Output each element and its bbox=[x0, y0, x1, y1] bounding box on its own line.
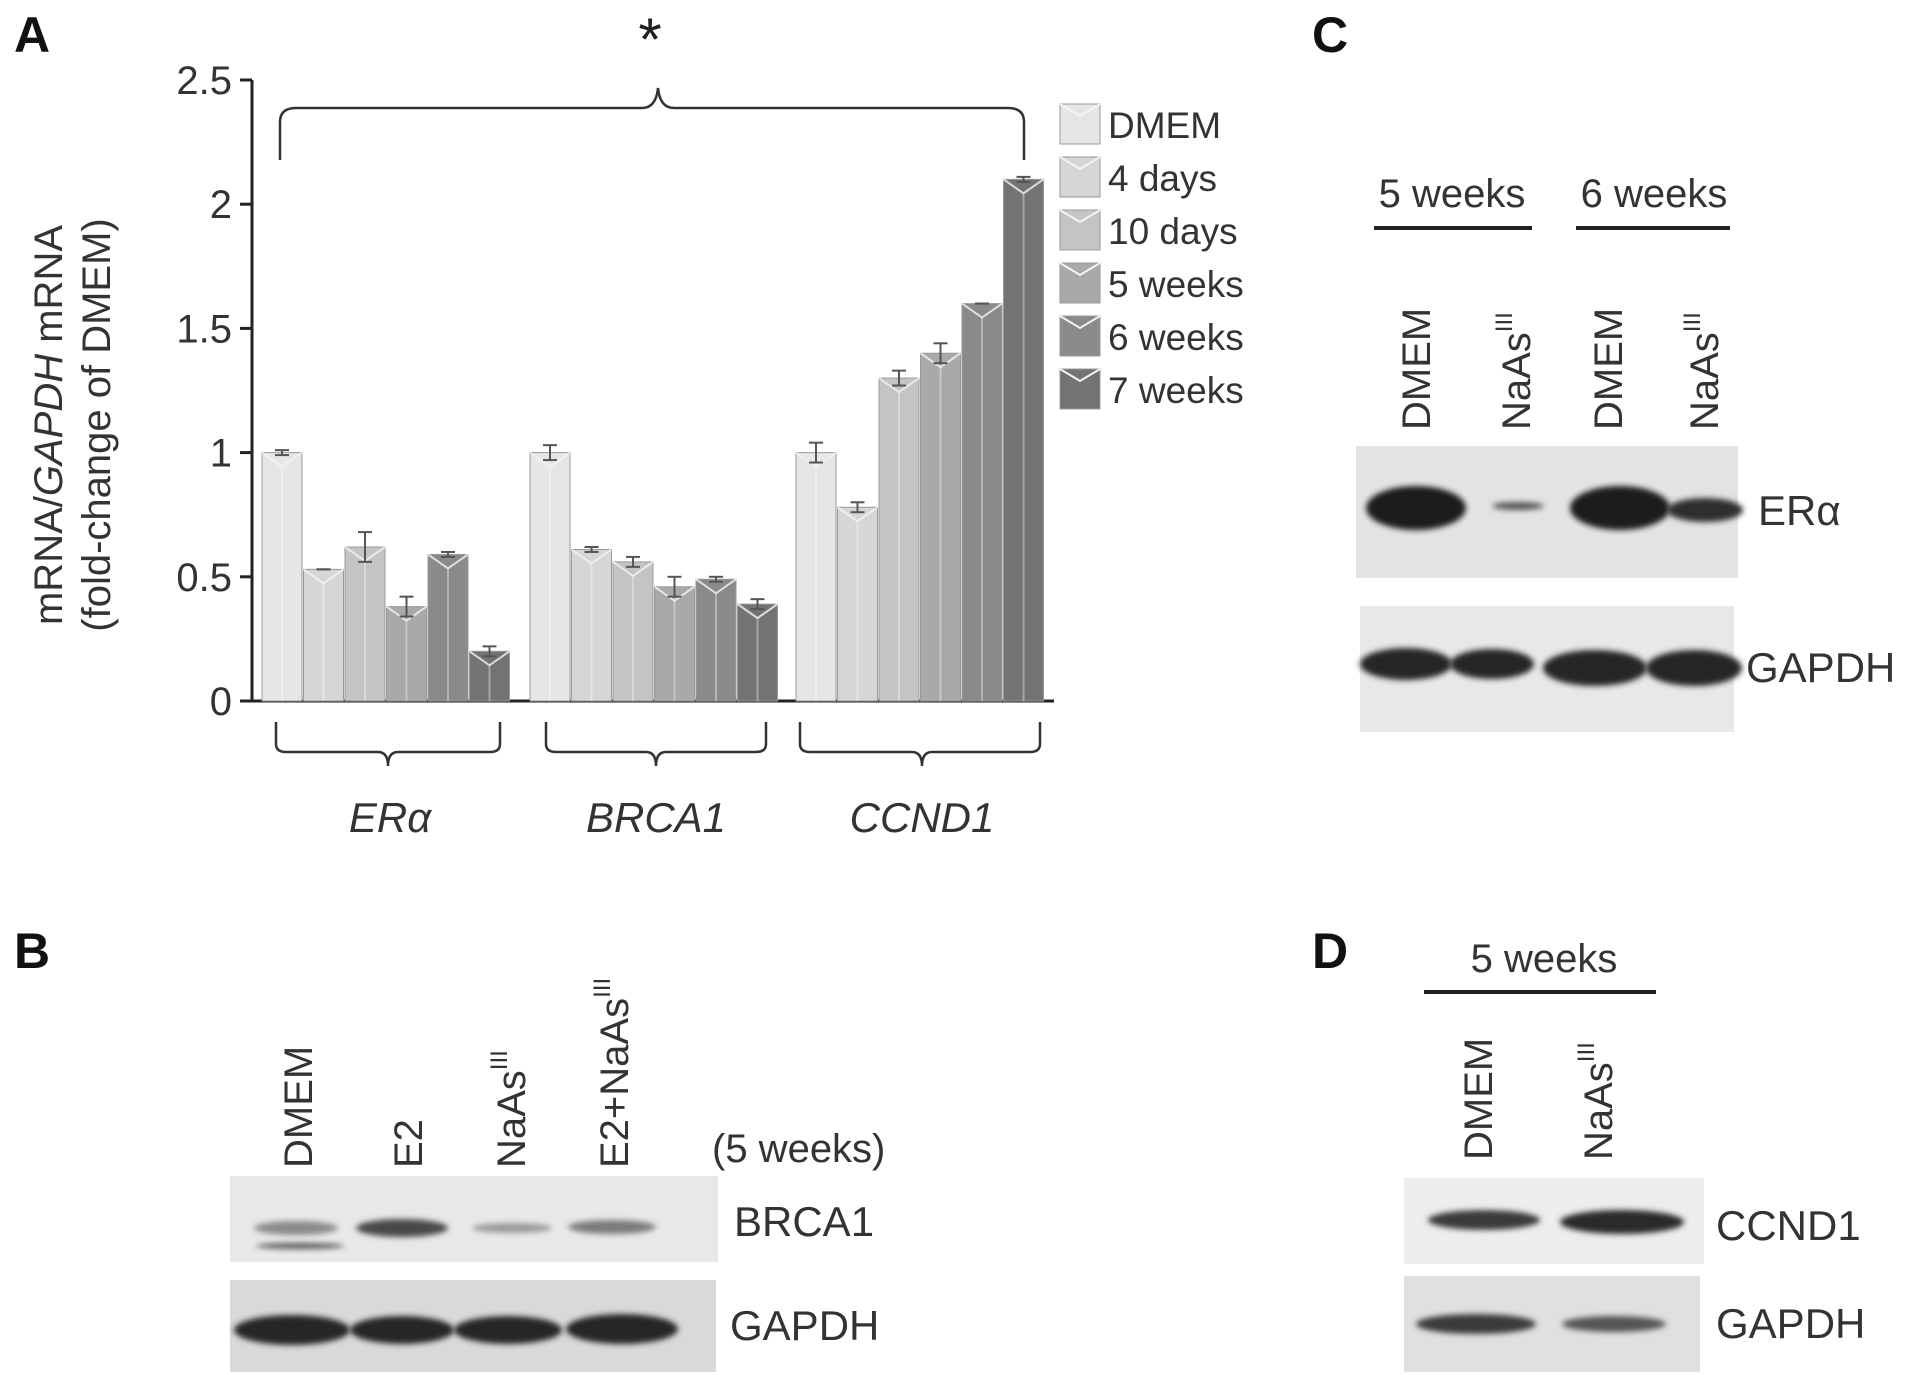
category-bracket-brca1 bbox=[544, 722, 768, 767]
group-label: 5 weeks bbox=[1471, 937, 1618, 981]
blot-brca1 bbox=[230, 1176, 718, 1262]
error-bar bbox=[709, 575, 723, 583]
bar bbox=[795, 451, 837, 702]
bar bbox=[570, 548, 613, 702]
lane-label: NaAsIII bbox=[1573, 1042, 1621, 1160]
group-label: 5 weeks bbox=[1379, 172, 1526, 216]
y-tick-label: 0.5 bbox=[176, 556, 232, 600]
error-bar bbox=[626, 555, 640, 568]
panel-letter-c: C bbox=[1312, 7, 1348, 63]
blot-label: GAPDH bbox=[1716, 1300, 1865, 1347]
y-tick-label: 1.5 bbox=[176, 307, 232, 351]
y-axis-label-part: mRNA/ bbox=[27, 495, 71, 625]
error-bar bbox=[275, 449, 289, 457]
legend-label: 10 days bbox=[1108, 211, 1238, 252]
category-label: BRCA1 bbox=[586, 794, 726, 841]
bar bbox=[961, 302, 1003, 702]
time-note: (5 weeks) bbox=[712, 1127, 885, 1171]
panel-letter-a: A bbox=[14, 7, 50, 63]
bar bbox=[344, 546, 386, 702]
bar bbox=[302, 568, 345, 702]
significance-bracket bbox=[278, 87, 1026, 160]
legend-item: 10 days bbox=[1059, 209, 1238, 252]
svg-text:mRNA/GAPDH mRNA: mRNA/GAPDH mRNA bbox=[27, 225, 71, 625]
bar bbox=[612, 561, 654, 702]
legend-label: 5 weeks bbox=[1108, 264, 1244, 305]
legend-label: 6 weeks bbox=[1108, 317, 1244, 358]
significance-star: * bbox=[638, 6, 661, 73]
error-bar bbox=[933, 342, 948, 365]
bar bbox=[736, 603, 779, 702]
category-bracket-ccnd1 bbox=[798, 722, 1042, 767]
lane-label: NaAsIII bbox=[1491, 312, 1539, 430]
category-label: ERα bbox=[349, 794, 432, 841]
error-bar bbox=[809, 441, 823, 464]
lane-label: NaAsIII bbox=[486, 1050, 534, 1168]
legend-item: 5 weeks bbox=[1059, 262, 1244, 305]
legend-label: 4 days bbox=[1108, 158, 1217, 199]
bar bbox=[919, 352, 962, 702]
blot-gapdh-d bbox=[1404, 1276, 1700, 1372]
legend: DMEM 4 days 10 days 5 weeks 6 weeks 7 weeks bbox=[1059, 103, 1244, 411]
y-tick-label: 1 bbox=[210, 432, 232, 476]
y-tick-label: 2 bbox=[210, 183, 232, 227]
y-tick-label: 0 bbox=[210, 680, 232, 724]
blot-ccnd1 bbox=[1404, 1178, 1704, 1264]
y-tick-label: 2.5 bbox=[176, 59, 232, 103]
lane-label: E2+NaAsIII bbox=[589, 978, 637, 1168]
legend-item: DMEM bbox=[1059, 103, 1221, 146]
legend-item: 4 days bbox=[1059, 156, 1217, 199]
bar bbox=[836, 506, 879, 702]
bar bbox=[261, 451, 303, 702]
bar bbox=[695, 578, 737, 702]
lane-label: DMEM bbox=[1395, 308, 1439, 430]
blot-gapdh-b bbox=[230, 1280, 716, 1372]
y-axis-label: mRNA/GAPDH mRNA (fold-change of DMEM) bbox=[27, 218, 119, 631]
y-axis-label-part-italic: GAPDH bbox=[27, 354, 71, 496]
error-bar bbox=[358, 531, 372, 563]
lane-label: NaAsIII bbox=[1679, 312, 1727, 430]
blot-label: GAPDH bbox=[730, 1302, 879, 1349]
bar bbox=[653, 585, 696, 702]
category-label: CCND1 bbox=[850, 794, 995, 841]
lane-label: DMEM bbox=[1457, 1038, 1501, 1160]
panel-letter-b: B bbox=[14, 923, 50, 979]
error-bar bbox=[667, 575, 682, 598]
error-bar bbox=[543, 444, 557, 462]
lane-label: E2 bbox=[387, 1119, 431, 1168]
bar bbox=[427, 553, 469, 702]
legend-label: DMEM bbox=[1108, 105, 1221, 146]
category-bracket-era bbox=[274, 722, 502, 767]
lane-label: DMEM bbox=[277, 1046, 321, 1168]
blot-label: BRCA1 bbox=[734, 1198, 874, 1245]
error-bar bbox=[482, 645, 497, 658]
bar bbox=[878, 377, 920, 702]
error-bar bbox=[750, 598, 765, 611]
y-axis-label-part: mRNA bbox=[27, 225, 71, 354]
bar bbox=[529, 451, 571, 702]
panel-letter-d: D bbox=[1312, 923, 1348, 979]
blot-label: GAPDH bbox=[1746, 644, 1895, 691]
error-bar bbox=[584, 545, 599, 553]
lane-label: DMEM bbox=[1587, 308, 1631, 430]
blot-era bbox=[1356, 446, 1743, 578]
bar bbox=[385, 605, 428, 702]
legend-label: 7 weeks bbox=[1108, 370, 1244, 411]
error-bar bbox=[1016, 175, 1031, 183]
blot-gapdh-c bbox=[1360, 606, 1742, 732]
error-bar bbox=[850, 501, 865, 514]
legend-item: 7 weeks bbox=[1059, 368, 1244, 411]
error-bar bbox=[399, 595, 414, 618]
y-axis-label-line2: (fold-change of DMEM) bbox=[75, 218, 119, 631]
error-bar bbox=[441, 550, 455, 558]
blot-label: ERα bbox=[1758, 487, 1841, 534]
bar bbox=[1002, 178, 1045, 702]
group-label: 6 weeks bbox=[1581, 172, 1728, 216]
legend-item: 6 weeks bbox=[1059, 315, 1244, 358]
error-bar bbox=[892, 369, 906, 387]
bar bbox=[468, 650, 511, 702]
blot-label: CCND1 bbox=[1716, 1202, 1861, 1249]
